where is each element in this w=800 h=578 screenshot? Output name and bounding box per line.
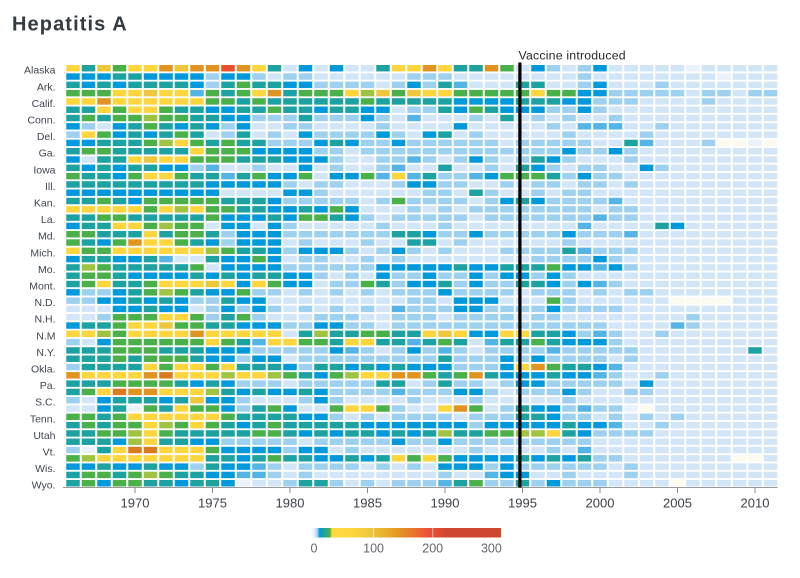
svg-text:1975: 1975 [198,496,227,511]
svg-text:Utah: Utah [33,430,55,442]
svg-text:2000: 2000 [586,496,615,511]
svg-text:Wyo.: Wyo. [32,480,56,492]
svg-text:Vt.: Vt. [43,447,56,459]
svg-text:300: 300 [481,542,502,556]
svg-text:Iowa: Iowa [33,164,55,176]
svg-text:1970: 1970 [121,496,150,511]
svg-text:Mont.: Mont. [29,281,55,293]
svg-text:100: 100 [363,542,384,556]
svg-text:0: 0 [311,542,318,556]
svg-text:1995: 1995 [508,496,537,511]
svg-text:Vaccine introduced: Vaccine introduced [519,49,626,63]
svg-text:Calif.: Calif. [32,98,56,110]
svg-text:S.C.: S.C. [35,397,55,409]
svg-text:Pa.: Pa. [40,380,56,392]
svg-text:Alaska: Alaska [24,65,56,77]
svg-text:Hepatitis A: Hepatitis A [12,14,128,36]
svg-text:Ga.: Ga. [39,148,56,160]
svg-text:Mich.: Mich. [30,247,55,259]
svg-text:N.Y.: N.Y. [36,347,55,359]
svg-text:Tenn.: Tenn. [30,413,56,425]
svg-text:La.: La. [41,214,56,226]
svg-text:Wis.: Wis. [35,463,55,475]
svg-text:Ill.: Ill. [45,181,56,193]
svg-text:Okla.: Okla. [31,364,56,376]
svg-text:N.H.: N.H. [35,314,56,326]
svg-text:N.D.: N.D. [35,297,56,309]
svg-text:Del.: Del. [37,131,56,143]
svg-text:Conn.: Conn. [27,115,55,127]
svg-text:Mo.: Mo. [38,264,56,276]
svg-text:200: 200 [422,542,443,556]
svg-text:1990: 1990 [431,496,460,511]
svg-text:1980: 1980 [276,496,305,511]
svg-text:N.M: N.M [36,330,55,342]
svg-text:Md.: Md. [38,231,56,243]
svg-text:2005: 2005 [663,496,692,511]
svg-text:Kan.: Kan. [34,198,56,210]
svg-text:2010: 2010 [741,496,770,511]
svg-text:Ark.: Ark. [37,81,56,93]
svg-text:1985: 1985 [353,496,382,511]
